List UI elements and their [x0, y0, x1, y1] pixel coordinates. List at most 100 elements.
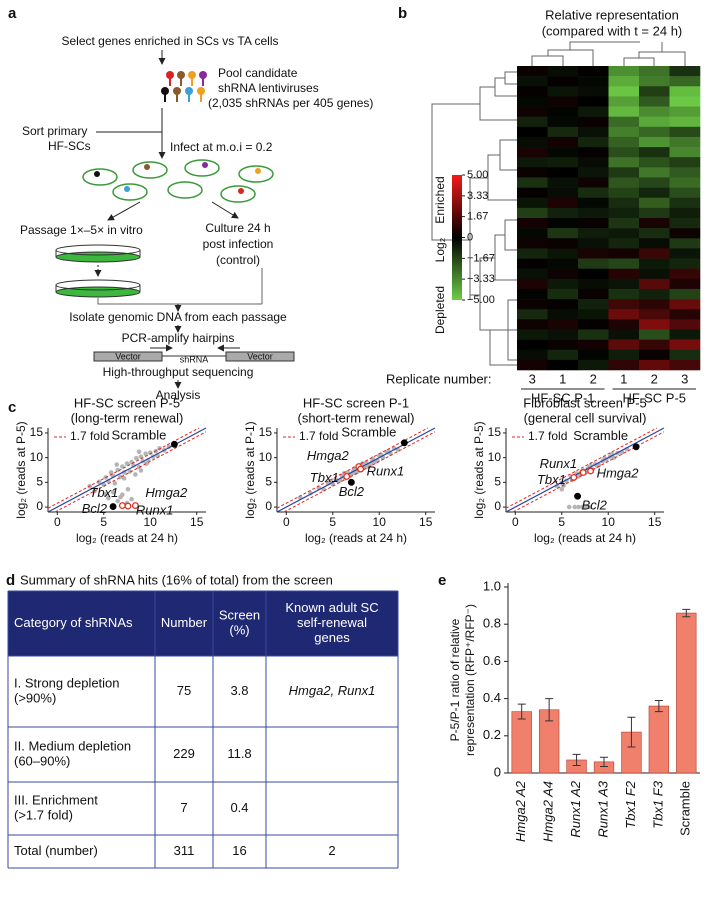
chart-subtitle: (short-term renewal): [297, 410, 414, 425]
heatmap-cell: [608, 339, 640, 351]
heatmap-cell: [578, 187, 609, 199]
point-label: Scramble: [573, 428, 628, 443]
x-tick-label: 2: [590, 371, 597, 386]
step: Isolate genomic DNA from each passage: [69, 310, 287, 324]
table-cell: (60–90%): [14, 753, 70, 768]
heatmap-cell: [669, 157, 701, 168]
chart-subtitle: (general cell survival): [524, 410, 647, 425]
heatmap-cell: [608, 147, 640, 158]
x-tick-label: 3: [681, 371, 688, 386]
x-axis-label: log₂ (reads at 24 h): [534, 531, 636, 545]
point: [96, 479, 102, 485]
table-cell: 229: [173, 746, 195, 761]
error-bar: [627, 716, 636, 748]
heatmap-cell: [517, 116, 548, 128]
table-cell: II. Medium depletion: [14, 738, 131, 753]
point: [579, 504, 585, 510]
heatmap-cell: [517, 187, 548, 199]
step: Infect at m.o.i = 0.2: [170, 140, 273, 154]
heatmap-cell: [608, 359, 640, 371]
point-label: Bcl2: [82, 501, 108, 516]
x-tick-label: 1: [559, 371, 566, 386]
step: Passage 1×–5× in vitro: [20, 223, 143, 237]
heatmap-cell: [517, 258, 548, 269]
highlight-point: [109, 503, 117, 511]
point: [112, 481, 118, 486]
step: Culture 24 h: [205, 221, 270, 235]
point: [115, 467, 121, 473]
heatmap-cell: [517, 359, 548, 371]
heatmap-cell: [578, 309, 609, 320]
heatmap-cell: [578, 136, 609, 148]
y-tick-label: 5: [36, 475, 43, 489]
heatmap-cell: [608, 86, 640, 97]
y-axis-label: log₂ (reads at P-5): [472, 421, 486, 518]
heatmap-cell: [669, 248, 701, 259]
colorbar-label: Log₂: [433, 237, 447, 262]
y-tick-label: 5: [265, 475, 272, 489]
heatmap-cell: [608, 187, 640, 199]
point: [583, 504, 589, 510]
heatmap-cell: [517, 268, 548, 280]
y-tick-label: 0: [494, 499, 501, 513]
x-tick-label: 5: [100, 515, 107, 529]
y-tick-label: 0.4: [483, 690, 501, 705]
heatmap-cell: [639, 187, 670, 199]
x-tick-label: Runx1 A3: [595, 780, 610, 837]
heatmap-cell: [578, 96, 609, 107]
construct-label: Vector: [115, 351, 141, 361]
heatmap-cell: [547, 359, 579, 371]
legend-label: 1.7 fold: [528, 429, 567, 443]
heatmap-cell: [547, 299, 579, 310]
heatmap-cell: [669, 66, 701, 77]
point: [106, 495, 111, 501]
x-tick-label: Scramble: [678, 781, 693, 836]
heatmap-cell: [517, 349, 548, 361]
heatmap-cell: [517, 228, 548, 239]
heatmap-cell: [639, 126, 670, 138]
heatmap-cell: [547, 238, 579, 249]
heatmap-cell: [517, 76, 548, 87]
heatmap-cell: [669, 96, 701, 107]
x-tick-label: 10: [373, 515, 387, 529]
table-cell: 11.8: [227, 746, 251, 761]
highlight-point: [343, 472, 351, 480]
table-header-cell: Screen: [219, 607, 260, 622]
heatmap-cell: [578, 207, 609, 219]
point: [118, 494, 123, 500]
cells: [82, 159, 274, 203]
colorbar-label: Enriched: [433, 176, 447, 223]
heatmap-cell: [547, 309, 579, 320]
heatmap-cell: [578, 157, 609, 168]
heatmap-cell: [578, 76, 609, 87]
heatmap-cell: [639, 106, 670, 117]
point-label: Scramble: [341, 424, 396, 439]
heatmap-cell: [517, 126, 548, 138]
highlight-point: [632, 443, 640, 451]
heatmap-cell: [639, 197, 670, 209]
heatmap-cell: [669, 258, 701, 269]
step: Analysis: [156, 388, 201, 402]
heatmap-cell: [578, 339, 609, 351]
point: [147, 450, 153, 456]
table-cell: 16: [232, 843, 246, 858]
highlight-point: [587, 467, 595, 475]
identity-line: [47, 427, 207, 513]
x-tick-label: 5: [558, 515, 565, 529]
highlight-point: [574, 492, 582, 500]
chart-title: Fibroblast screen P-5: [523, 395, 647, 410]
point: [110, 489, 116, 495]
x-tick-label: 2: [651, 371, 658, 386]
heatmap-cell: [608, 76, 640, 87]
x-tick-label: 1: [620, 371, 627, 386]
y-axis-label: log₂ (reads at P-5): [14, 421, 28, 518]
y-tick-label: 0: [265, 499, 272, 513]
heatmap-cell: [669, 76, 701, 87]
colorbar-tick-label: 5.00: [467, 169, 488, 181]
heatmap-cell: [578, 116, 609, 128]
y-tick-label: 0.2: [483, 727, 501, 742]
point-label: Hmga2: [145, 485, 188, 500]
step: HF-SCs: [48, 139, 91, 153]
panel-label: a: [8, 5, 17, 22]
